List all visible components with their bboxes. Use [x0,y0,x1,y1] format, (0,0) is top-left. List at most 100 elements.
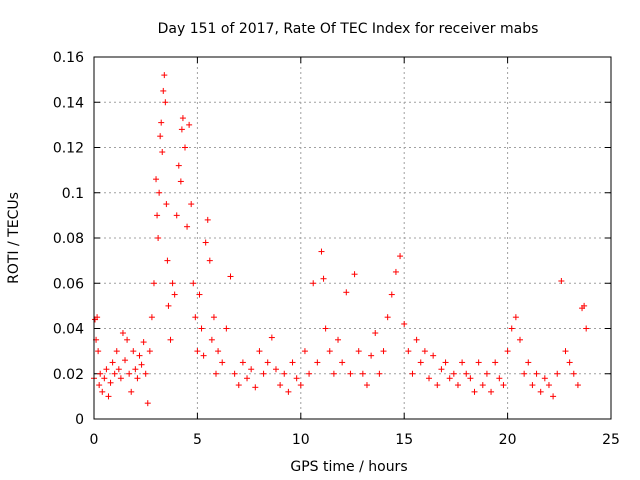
y-tick-label: 0.14 [53,95,84,111]
data-point [117,375,124,382]
data-point [159,149,166,156]
data-point [496,375,503,382]
data-point [186,121,193,128]
data-point [202,239,209,246]
data-point [347,370,354,377]
x-tick-label: 25 [602,432,620,448]
data-point [119,330,126,337]
data-point [190,280,197,287]
data-point [293,375,300,382]
data-point [541,375,548,382]
data-point [101,375,108,382]
chart-title: Day 151 of 2017, Rate Of TEC Index for r… [158,21,539,37]
data-point [208,336,215,343]
data-point [430,352,437,359]
data-point [417,359,424,366]
data-point [107,379,114,386]
data-point [142,370,149,377]
data-point [343,289,350,296]
data-point [157,133,164,140]
data-point [401,320,408,327]
data-point [533,370,540,377]
data-point [167,336,174,343]
data-point [155,235,162,241]
data-point [173,212,180,219]
data-point [210,314,217,321]
data-point [409,370,416,377]
data-point [508,325,515,332]
data-point [554,370,561,377]
data-point [581,302,588,309]
grid-lines [94,57,611,419]
data-point [181,144,188,151]
data-point [219,359,226,366]
data-point [574,382,581,389]
data-point [363,382,370,389]
data-point [164,257,171,264]
data-point [281,370,288,377]
data-point [122,357,129,364]
data-point [405,348,412,355]
data-point [244,375,251,382]
data-point [130,348,137,355]
data-point [413,336,420,343]
data-point [322,325,329,332]
data-point [162,99,169,106]
data-point [479,382,486,389]
data-point [132,366,139,373]
data-point [537,388,544,395]
data-point [388,291,395,298]
data-point [256,348,263,355]
data-point [178,126,185,133]
data-point [115,366,122,373]
data-point [148,314,155,321]
data-point [198,325,205,332]
data-point [368,352,375,359]
data-point [177,178,184,185]
data-point [521,370,528,377]
data-point [339,359,346,366]
data-point [95,348,102,355]
data-point [194,348,201,355]
data-point [165,302,172,309]
data-point [169,280,176,287]
data-point [562,348,569,355]
data-point [200,352,207,359]
data-point [144,400,151,407]
data-point [351,271,358,278]
data-point [231,370,238,377]
data-point [134,375,141,382]
data-point [438,366,445,373]
data-point [272,366,279,373]
data-point [150,280,157,287]
data-point [446,375,453,382]
data-point [289,359,296,366]
data-point [179,115,186,122]
data-point [306,370,313,377]
data-point [188,201,195,208]
data-point [463,370,470,377]
data-point [471,388,478,395]
data-point [146,348,153,355]
data-point [103,366,110,373]
data-point [140,339,147,346]
x-tick-label: 0 [90,432,99,448]
data-points [91,72,590,407]
data-point [213,370,220,377]
data-point [192,314,199,321]
data-point [330,370,337,377]
y-tick-label: 0.1 [62,186,84,202]
data-point [97,370,104,377]
data-point [248,366,255,373]
data-point [163,201,170,208]
y-tick-label: 0.12 [53,141,84,157]
data-point [126,370,133,377]
data-point [459,359,466,366]
data-point [434,382,441,389]
data-point [99,388,106,395]
data-point [239,359,246,366]
data-point [277,382,284,389]
data-point [264,359,271,366]
data-point [153,176,160,183]
data-point [483,370,490,377]
